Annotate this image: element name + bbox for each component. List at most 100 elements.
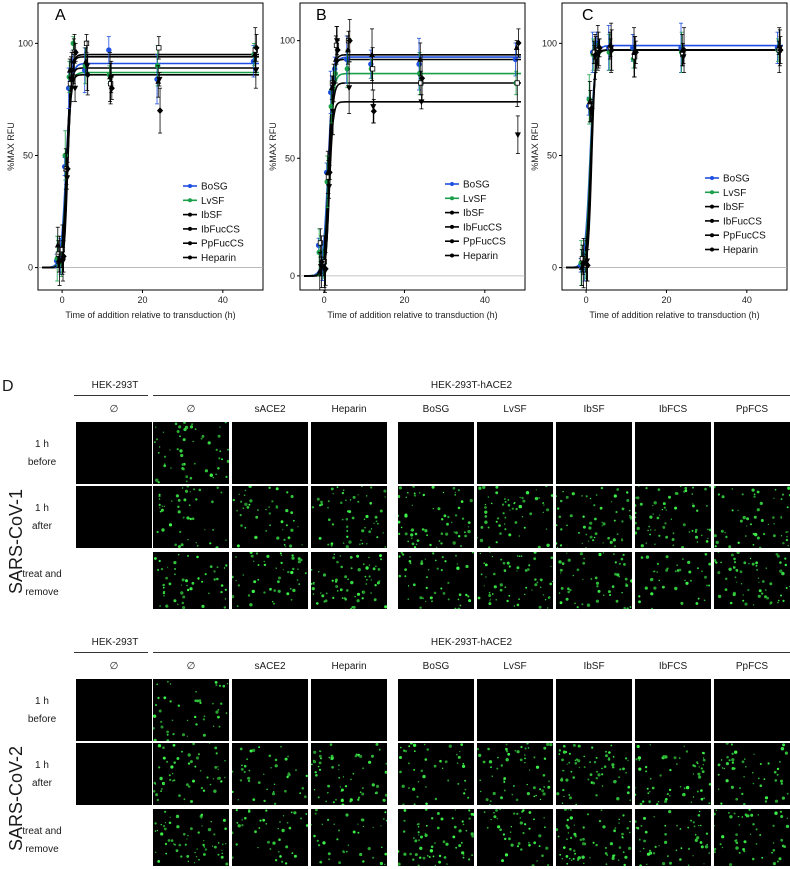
- fluorescent-cell: [676, 824, 678, 827]
- fluorescent-cell: [194, 765, 197, 768]
- fluorescent-cell: [216, 486, 219, 489]
- fluorescent-cell: [341, 491, 345, 495]
- fluorescent-cell: [624, 855, 628, 859]
- fluorescent-cell: [756, 536, 760, 540]
- fluorescent-cell: [656, 562, 659, 565]
- fluorescent-cell: [440, 587, 443, 590]
- fluorescent-cell: [237, 824, 241, 828]
- fluorescent-cell: [692, 796, 695, 798]
- fluorescent-cell: [752, 782, 755, 785]
- fluorescent-cell: [637, 756, 642, 760]
- fluorescent-cell: [577, 859, 579, 861]
- fluorescent-cell: [180, 453, 184, 458]
- fluorescent-cell: [201, 435, 205, 438]
- fluorescent-cell: [212, 778, 215, 780]
- fluorescent-cell: [557, 835, 560, 838]
- fluorescent-cell: [526, 568, 530, 571]
- fluorescent-cell: [567, 590, 570, 594]
- column-header: sACE2: [254, 661, 286, 672]
- fluorescent-cell: [519, 496, 521, 499]
- data-point-ibfuccs: [370, 66, 376, 72]
- fluorescent-cell: [183, 832, 186, 836]
- fluorescent-cell: [508, 565, 511, 568]
- fluorescent-cell: [500, 764, 503, 767]
- fluorescent-cell: [682, 523, 686, 527]
- fluorescent-cell: [737, 509, 739, 512]
- y-tick-label: 50: [23, 150, 33, 160]
- fluorescent-cell: [365, 514, 369, 519]
- fluorescent-cell: [757, 577, 760, 579]
- fluorescent-cell: [626, 827, 629, 830]
- fluorescent-cell: [645, 555, 650, 559]
- fluorescent-cell: [648, 849, 652, 852]
- fluorescent-cell: [516, 845, 520, 848]
- fluorescent-cell: [735, 841, 739, 844]
- fluorescent-cell: [171, 500, 173, 502]
- fluorescent-cell: [220, 491, 223, 494]
- fluorescent-cell: [465, 593, 468, 597]
- fluorescent-cell: [456, 762, 459, 764]
- fluorescent-cell: [672, 544, 675, 547]
- fluorescent-cell: [361, 591, 364, 593]
- fluorescent-cell: [456, 566, 460, 570]
- fluorescent-cell: [702, 758, 706, 762]
- fluorescent-cell: [604, 852, 608, 855]
- data-point-heparin: [318, 258, 325, 266]
- fluorescent-cell: [567, 832, 570, 834]
- fluorescent-cell: [757, 814, 759, 816]
- fluorescent-cell: [368, 760, 372, 764]
- fluorescent-cell: [290, 588, 292, 590]
- fit-curve-ibfuccs: [304, 82, 521, 277]
- fluorescent-cell: [542, 792, 546, 796]
- fluorescent-cell: [636, 744, 640, 749]
- fluorescent-cell: [700, 789, 703, 792]
- legend-label: IbFucCS: [463, 222, 502, 233]
- fluorescent-cell: [257, 509, 259, 511]
- fluorescent-cell: [414, 532, 418, 536]
- fluorescent-cell: [303, 795, 307, 799]
- fluorescent-cell: [357, 568, 361, 572]
- fluorescent-cell: [536, 581, 539, 584]
- fluorescent-cell: [506, 599, 509, 603]
- fluorescent-cell: [364, 575, 367, 578]
- fluorescent-cell: [496, 767, 499, 770]
- fluorescent-cell: [715, 809, 717, 811]
- fluorescent-cell: [684, 486, 688, 490]
- fluorescent-cell: [336, 560, 339, 564]
- fluorescent-cell: [774, 799, 779, 803]
- fluorescence-cells: [635, 486, 711, 548]
- fluorescent-cell: [436, 812, 440, 815]
- fluorescent-cell: [499, 828, 502, 831]
- fluorescent-cell: [526, 743, 529, 745]
- fluorescent-cell: [704, 845, 709, 849]
- fluorescent-cell: [184, 489, 189, 493]
- fluorescent-cell: [244, 489, 247, 492]
- fluorescent-cell: [517, 842, 521, 845]
- fluorescence-cells: [638, 553, 711, 609]
- fluorescent-cell: [457, 755, 461, 759]
- fluorescent-cell: [755, 564, 758, 567]
- fluorescent-cell: [485, 576, 487, 578]
- fluorescent-cell: [257, 564, 260, 566]
- fluorescent-cell: [499, 532, 502, 535]
- fluorescent-cell: [318, 571, 320, 573]
- fluorescent-cell: [516, 555, 519, 557]
- fluorescent-cell: [529, 512, 533, 516]
- fluorescent-cell: [479, 538, 484, 543]
- fluorescent-cell: [194, 851, 196, 854]
- fluorescent-cell: [510, 843, 514, 847]
- fluorescent-cell: [153, 441, 156, 444]
- fluorescent-cell: [201, 604, 205, 608]
- fluorescent-cell: [163, 827, 167, 831]
- fluorescent-cell: [468, 599, 472, 603]
- fluorescent-cell: [407, 598, 410, 600]
- fluorescent-cell: [160, 790, 162, 792]
- fluorescent-cell: [340, 788, 344, 792]
- fluorescent-cell: [299, 792, 302, 795]
- fluorescent-cell: [251, 748, 256, 753]
- fluorescent-cell: [721, 767, 724, 769]
- fluorescent-cell: [326, 791, 329, 794]
- fluorescent-cell: [488, 546, 491, 548]
- fluorescent-cell: [430, 845, 434, 849]
- fluorescent-cell: [645, 542, 647, 544]
